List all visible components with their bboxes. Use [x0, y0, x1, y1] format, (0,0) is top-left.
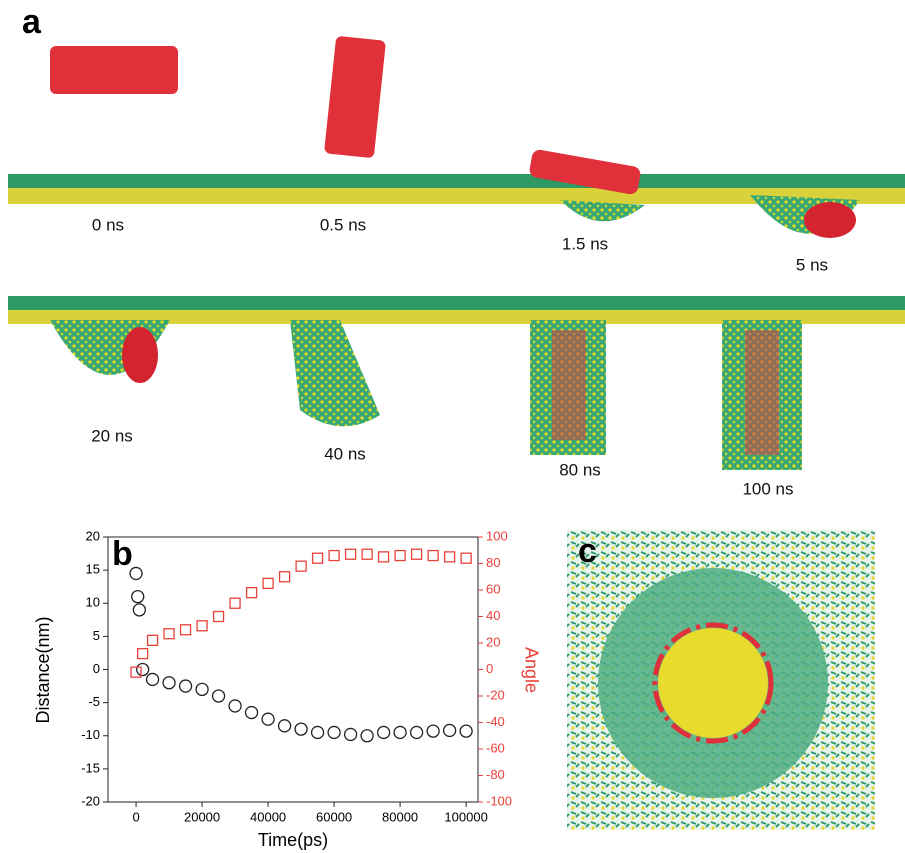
angle-point [138, 649, 148, 659]
distance-point [460, 725, 472, 737]
figure: a c b Time(ps) Distance(nm) Angle 0 ns 0.… [0, 0, 905, 853]
distance-point [444, 724, 456, 736]
angle-point [395, 551, 405, 561]
angle-point [214, 612, 224, 622]
distance-point [137, 664, 149, 676]
angle-point [148, 635, 158, 645]
distance-point [229, 700, 241, 712]
y-tick-label: 20 [86, 528, 100, 543]
angle-point [296, 561, 306, 571]
y2-tick-label: 60 [486, 581, 500, 596]
panel-label: a [22, 3, 42, 41]
y-tick-label: -20 [81, 793, 100, 808]
angle-point [362, 549, 372, 559]
distance-point [411, 726, 423, 738]
distance-point [163, 677, 175, 689]
time-label: 0.5 ns [320, 215, 366, 234]
y2-tick-label: -20 [486, 687, 505, 702]
distance-point [196, 683, 208, 695]
y-tick-label: 0 [93, 661, 100, 676]
y-tick-label: 15 [86, 562, 100, 577]
distance-point [295, 723, 307, 735]
angle-point [247, 588, 257, 598]
distance-point [328, 726, 340, 738]
angle-point [230, 598, 240, 608]
angle-point [131, 667, 141, 677]
x-axis-label: Time(ps) [258, 830, 328, 850]
distance-point [279, 720, 291, 732]
angle-point [329, 551, 339, 561]
distance-point [427, 725, 439, 737]
time-label: 80 ns [559, 460, 601, 479]
y2-tick-label: 0 [486, 661, 493, 676]
time-label: 20 ns [91, 426, 133, 445]
time-label: 100 ns [742, 479, 793, 498]
time-label: 5 ns [796, 255, 828, 274]
angle-point [445, 552, 455, 562]
distance-point [132, 591, 144, 603]
panel-c-art [567, 530, 875, 830]
distance-point [213, 690, 225, 702]
x-tick-label: 40000 [250, 809, 286, 824]
x-tick-label: 100000 [444, 809, 487, 824]
y2-tick-label: 40 [486, 608, 500, 623]
distance-point [262, 713, 274, 725]
angle-point [412, 549, 422, 559]
angle-point [461, 553, 471, 563]
distance-point [133, 604, 145, 616]
x-tick-label: 20000 [184, 809, 220, 824]
plot-frame [108, 537, 478, 802]
angle-point [346, 549, 356, 559]
x-tick-label: 80000 [382, 809, 418, 824]
y-tick-label: -15 [81, 760, 100, 775]
distance-point [312, 726, 324, 738]
time-label: 1.5 ns [562, 234, 608, 253]
distance-point [246, 707, 258, 719]
y2-tick-label: 20 [486, 634, 500, 649]
y-axis-label: Distance(nm) [33, 616, 53, 723]
angle-point [197, 621, 207, 631]
distance-point [147, 673, 159, 685]
distance-point [378, 726, 390, 738]
panel-a-art [8, 36, 905, 470]
angle-point [181, 625, 191, 635]
distance-point [361, 730, 373, 742]
y2-tick-label: -100 [486, 793, 512, 808]
y-tick-label: 10 [86, 595, 100, 610]
y2-axis-label: Angle [521, 647, 541, 693]
distance-point [130, 567, 142, 579]
y-tick-label: -10 [81, 727, 100, 742]
panel-label: b [112, 535, 133, 573]
y-tick-label: -5 [88, 694, 100, 709]
y2-tick-label: -40 [486, 714, 505, 729]
angle-point [263, 578, 273, 588]
y2-tick-label: -80 [486, 767, 505, 782]
angle-point [428, 551, 438, 561]
angle-point [379, 552, 389, 562]
time-label: 40 ns [324, 444, 366, 463]
angle-point [313, 553, 323, 563]
panel-label: c [578, 532, 597, 570]
y-tick-label: 5 [93, 628, 100, 643]
x-tick-label: 60000 [316, 809, 352, 824]
distance-point [345, 728, 357, 740]
angle-point [164, 629, 174, 639]
y2-tick-label: 80 [486, 555, 500, 570]
distance-point [180, 680, 192, 692]
time-label: 0 ns [92, 215, 124, 234]
distance-point [394, 726, 406, 738]
y2-tick-label: 100 [486, 528, 508, 543]
x-tick-label: 0 [132, 809, 139, 824]
y2-tick-label: -60 [486, 740, 505, 755]
angle-point [280, 572, 290, 582]
